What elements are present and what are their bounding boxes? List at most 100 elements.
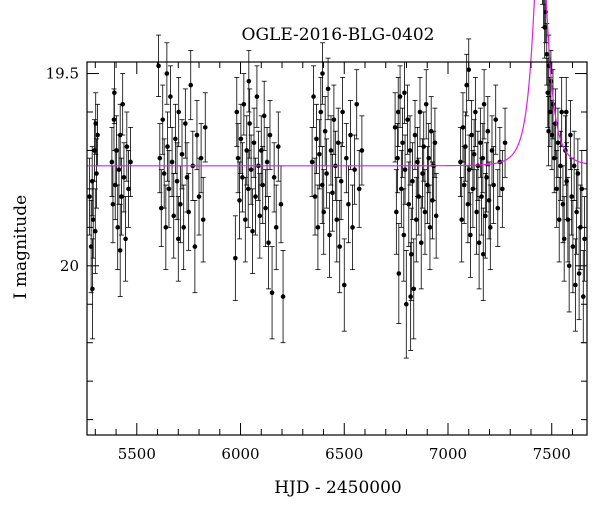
data-point [164, 71, 170, 76]
data-point [198, 155, 204, 161]
data-point [412, 132, 418, 138]
data-point [346, 201, 351, 207]
data-point [271, 175, 277, 180]
data-point [280, 294, 286, 299]
data-point [573, 282, 578, 288]
data-point [158, 205, 164, 211]
data-point [194, 132, 200, 138]
data-point [309, 159, 315, 165]
data-point [405, 117, 410, 122]
data-point [261, 113, 267, 119]
data-point [165, 144, 170, 149]
data-point [473, 109, 478, 115]
data-point [93, 121, 99, 126]
data-point [401, 232, 407, 238]
data-point [114, 148, 119, 153]
data-point [338, 178, 344, 184]
x-tick-label: 6500 [325, 445, 363, 463]
data-point [331, 117, 337, 122]
data-point [317, 151, 322, 157]
data-point [311, 94, 316, 99]
data-point [400, 140, 405, 146]
data-point [395, 155, 400, 161]
data-point [555, 140, 561, 146]
data-point [433, 213, 439, 219]
data-point [489, 148, 495, 153]
data-point [87, 194, 92, 199]
data-point [181, 225, 186, 230]
data-point [463, 144, 468, 149]
ticks-layer: 550060006500700075001919.520 [46, 62, 587, 463]
data-point [245, 186, 251, 192]
data-point [352, 167, 357, 172]
data-point [461, 182, 467, 188]
data-point [184, 175, 190, 180]
data-point [341, 282, 347, 288]
data-point [344, 155, 349, 161]
data-point [575, 171, 581, 176]
data-point [246, 78, 252, 84]
data-point [254, 94, 260, 99]
data-layer [86, 0, 588, 359]
data-point [544, 52, 550, 57]
data-point [546, 128, 551, 134]
data-point [192, 244, 198, 249]
data-point [459, 217, 464, 222]
data-point [314, 136, 319, 142]
data-point [568, 132, 573, 138]
data-point [178, 201, 183, 207]
data-point [481, 101, 487, 107]
data-point [263, 205, 268, 211]
data-point [397, 94, 403, 99]
data-point [238, 136, 244, 142]
data-point [471, 151, 477, 157]
data-point [318, 109, 324, 115]
data-point [90, 286, 95, 292]
x-tick-label: 7000 [429, 445, 467, 463]
data-point [278, 201, 284, 207]
data-point [169, 159, 175, 165]
data-point [202, 125, 208, 130]
data-point [251, 140, 257, 146]
data-point [410, 178, 415, 184]
data-point [163, 225, 169, 230]
data-point [168, 94, 173, 99]
data-point [406, 201, 412, 207]
data-point [418, 240, 424, 246]
data-point [549, 132, 555, 138]
data-point [359, 148, 365, 153]
data-point [340, 109, 345, 115]
data-point [328, 148, 334, 153]
y-tick-label: 19.5 [46, 65, 79, 83]
data-point [156, 63, 161, 69]
data-point [241, 101, 247, 107]
x-axis-label: HJD - 2450000 [274, 478, 402, 498]
data-point [242, 217, 248, 222]
data-point [422, 209, 428, 215]
data-point [556, 217, 562, 222]
data-point [413, 217, 419, 222]
data-point [337, 244, 342, 249]
data-point [121, 175, 127, 180]
data-point [115, 225, 121, 230]
data-point [183, 121, 188, 126]
data-point [488, 225, 493, 230]
data-point [417, 109, 423, 115]
data-point [545, 90, 551, 96]
data-point [186, 209, 191, 215]
data-point [491, 182, 496, 188]
data-point [260, 182, 266, 188]
data-point [116, 167, 122, 172]
data-point [264, 159, 270, 165]
data-point [426, 155, 432, 161]
data-point [330, 190, 335, 196]
x-tick-label: 7500 [533, 445, 571, 463]
data-point [484, 175, 489, 180]
data-point [559, 109, 564, 115]
data-point [495, 205, 501, 211]
data-point [90, 217, 96, 222]
data-point [235, 155, 241, 161]
data-point [161, 171, 167, 176]
plot-frame [86, 61, 588, 436]
data-point [269, 290, 275, 296]
